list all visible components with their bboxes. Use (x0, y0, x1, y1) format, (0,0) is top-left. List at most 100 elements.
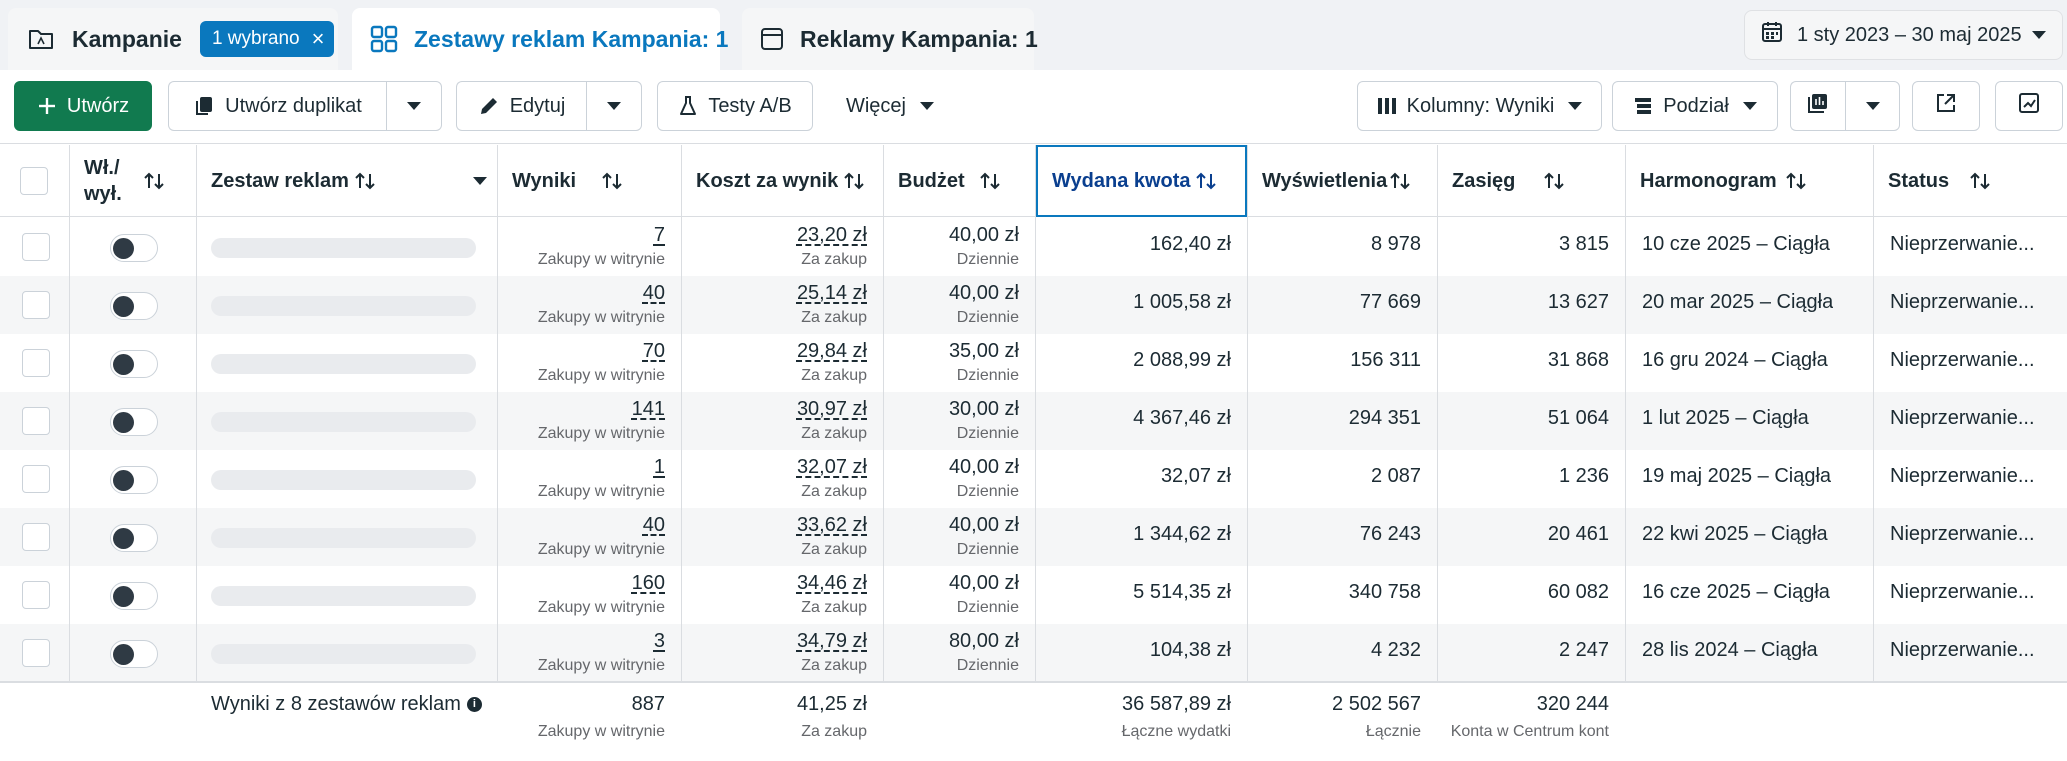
header-impressions[interactable]: Wyświetlenia (1248, 145, 1437, 217)
cell-status: Nieprzerwanie... (1874, 276, 2067, 334)
table-row[interactable]: 3 Zakupy w witrynie 34,79 zł Za zakup 80,00 … (0, 624, 2067, 682)
row-checkbox[interactable] (22, 349, 50, 377)
sort-icon[interactable] (1542, 171, 1566, 191)
adset-name-placeholder[interactable] (211, 644, 476, 664)
budget-value[interactable]: 40,00 zł (948, 572, 1019, 594)
results-value[interactable]: 40 (642, 514, 665, 536)
tab-campaigns[interactable]: Kampanie 1 wybrano × (8, 8, 338, 70)
table-row[interactable]: 1 Zakupy w witrynie 32,07 zł Za zakup 40,00 … (0, 450, 2067, 508)
sort-icon[interactable] (978, 171, 1002, 191)
onoff-toggle[interactable] (110, 466, 158, 494)
table-row[interactable]: 40 Zakupy w witrynie 33,62 zł Za zakup 40,00… (0, 508, 2067, 566)
onoff-toggle[interactable] (110, 408, 158, 436)
table-row[interactable]: 40 Zakupy w witrynie 25,14 zł Za zakup 40,00… (0, 276, 2067, 334)
header-adset[interactable]: Zestaw reklam (197, 145, 497, 217)
adset-name-placeholder[interactable] (211, 296, 476, 316)
header-cost-per-result[interactable]: Koszt za wynik (682, 145, 883, 217)
edit-dropdown[interactable] (586, 81, 642, 131)
results-value[interactable]: 3 (653, 630, 665, 652)
header-onoff[interactable]: Wł./ wył. (70, 145, 196, 217)
budget-value[interactable]: 40,00 zł (948, 514, 1019, 536)
sort-icon[interactable] (842, 171, 866, 191)
onoff-toggle[interactable] (110, 292, 158, 320)
cost-value[interactable]: 32,07 zł (796, 456, 867, 478)
row-checkbox[interactable] (22, 523, 50, 551)
header-results[interactable]: Wyniki (498, 145, 681, 217)
adset-name-placeholder[interactable] (211, 354, 476, 374)
onoff-toggle[interactable] (110, 350, 158, 378)
onoff-toggle[interactable] (110, 582, 158, 610)
results-value[interactable]: 141 (631, 398, 665, 420)
more-button[interactable]: Więcej (830, 81, 950, 131)
info-icon[interactable]: i (466, 697, 482, 712)
header-budget[interactable]: Budżet (884, 145, 1035, 217)
adset-name-placeholder[interactable] (211, 586, 476, 606)
duplicate-dropdown[interactable] (386, 81, 442, 131)
close-icon[interactable]: × (311, 26, 325, 51)
header-reach[interactable]: Zasięg (1438, 145, 1625, 217)
table-row[interactable]: 7 Zakupy w witrynie 23,20 zł Za zakup 40,00 … (0, 218, 2067, 276)
selection-badge[interactable]: 1 wybrano × (199, 21, 335, 57)
tab-adsets[interactable]: Zestawy reklam Kampania: 1 (352, 8, 728, 70)
adset-name-placeholder[interactable] (211, 238, 476, 258)
tab-ads[interactable]: Reklamy Kampania: 1 (742, 8, 1038, 70)
table-row[interactable]: 70 Zakupy w witrynie 29,84 zł Za zakup 35,00… (0, 334, 2067, 392)
row-checkbox[interactable] (22, 291, 50, 319)
table-row[interactable]: 141 Zakupy w witrynie 30,97 zł Za zakup 30,0… (0, 392, 2067, 450)
budget-value[interactable]: 40,00 zł (948, 282, 1019, 304)
onoff-toggle[interactable] (110, 524, 158, 552)
reports-button[interactable] (1790, 81, 1845, 131)
budget-value[interactable]: 40,00 zł (948, 224, 1019, 246)
breakdown-button[interactable]: Podział (1612, 81, 1778, 131)
row-checkbox[interactable] (22, 465, 50, 493)
row-checkbox[interactable] (22, 581, 50, 609)
header-amount-spent[interactable]: Wydana kwota (1036, 145, 1247, 217)
header-select-all[interactable] (0, 145, 69, 217)
edit-button[interactable]: Edytuj (456, 81, 586, 131)
header-status[interactable]: Status (1874, 145, 2067, 217)
chart-button[interactable] (1995, 81, 2063, 131)
sort-icon[interactable] (1388, 171, 1412, 191)
chevron-down-icon[interactable] (473, 177, 487, 185)
row-checkbox[interactable] (22, 639, 50, 667)
sort-icon[interactable] (1784, 171, 1808, 191)
adset-name-placeholder[interactable] (211, 412, 476, 432)
onoff-toggle[interactable] (110, 640, 158, 668)
adset-name-placeholder[interactable] (211, 528, 476, 548)
sort-icon[interactable] (1968, 171, 1992, 191)
sort-icon[interactable] (353, 171, 377, 191)
budget-value[interactable]: 40,00 zł (948, 456, 1019, 478)
row-checkbox[interactable] (22, 233, 50, 261)
duplicate-button[interactable]: Utwórz duplikat (168, 81, 386, 131)
results-value[interactable]: 1 (653, 456, 665, 478)
sort-icon[interactable] (142, 171, 166, 191)
cost-value[interactable]: 34,79 zł (796, 630, 867, 652)
table-row[interactable]: 160 Zakupy w witrynie 34,46 zł Za zakup 40,0… (0, 566, 2067, 624)
results-value[interactable]: 7 (653, 224, 665, 246)
columns-button[interactable]: Kolumny: Wyniki (1357, 81, 1602, 131)
sort-icon[interactable] (600, 171, 624, 191)
ab-test-button[interactable]: Testy A/B (657, 81, 813, 131)
onoff-toggle[interactable] (110, 234, 158, 262)
select-all-checkbox[interactable] (20, 167, 48, 195)
cost-value[interactable]: 25,14 zł (796, 282, 867, 304)
cost-value[interactable]: 33,62 zł (796, 514, 867, 536)
cost-value[interactable]: 29,84 zł (796, 340, 867, 362)
budget-value[interactable]: 80,00 zł (948, 630, 1019, 652)
create-button[interactable]: Utwórz (14, 81, 152, 131)
row-checkbox[interactable] (22, 407, 50, 435)
export-button[interactable] (1912, 81, 1980, 131)
budget-value[interactable]: 30,00 zł (948, 398, 1019, 420)
results-value[interactable]: 160 (631, 572, 665, 594)
reports-dropdown[interactable] (1845, 81, 1900, 131)
date-range-picker[interactable]: 1 sty 2023 – 30 maj 2025 (1744, 10, 2063, 60)
adset-name-placeholder[interactable] (211, 470, 476, 490)
cost-value[interactable]: 30,97 zł (796, 398, 867, 420)
cost-value[interactable]: 23,20 zł (796, 224, 867, 246)
budget-value[interactable]: 35,00 zł (948, 340, 1019, 362)
header-schedule[interactable]: Harmonogram (1626, 145, 1873, 217)
cost-value[interactable]: 34,46 zł (796, 572, 867, 594)
results-value[interactable]: 70 (642, 340, 665, 362)
results-value[interactable]: 40 (642, 282, 665, 304)
sort-icon[interactable] (1194, 171, 1218, 191)
